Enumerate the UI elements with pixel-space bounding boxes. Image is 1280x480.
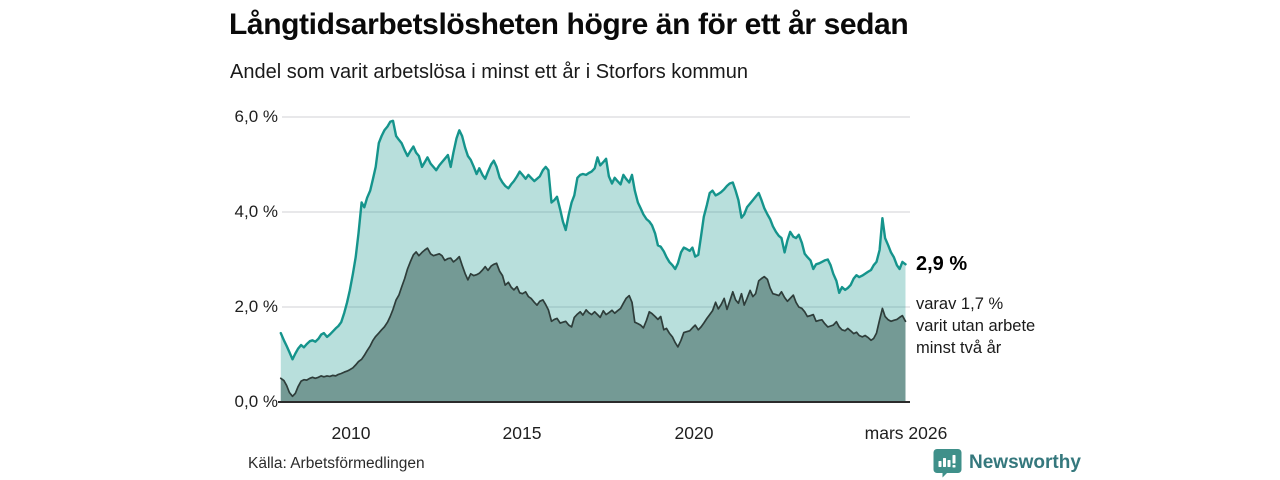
x-tick-2015: 2015 [502,423,542,443]
source-label: Källa: Arbetsförmedlingen [248,455,425,472]
bar-chart-speech-bubble-icon [933,449,962,478]
brand-name: Newsworthy [969,452,1081,473]
y-tick-0: 0,0 % [234,392,278,411]
newsworthy-branding: Newsworthy [933,448,1081,478]
y-tick-2: 2,0 % [234,297,278,316]
latest-value-label: 2,9 % [916,253,968,275]
x-tick-mars-2026: mars 2026 [864,423,948,443]
y-tick-6: 6,0 % [234,107,278,126]
y-tick-4: 4,0 % [234,202,278,221]
page-subtitle: Andel som varit arbetslösa i minst ett å… [230,61,748,83]
annotation-line-1: varav 1,7 % [916,295,1004,313]
x-tick-2020: 2020 [674,423,714,443]
two-year-annotation: varav 1,7 % varit utan arbete minst två … [916,293,1076,359]
x-tick-2010: 2010 [331,423,371,443]
page-title: Långtidsarbetslösheten högre än för ett … [229,8,909,41]
annotation-line-3: minst två år [916,339,1002,357]
annotation-line-2: varit utan arbete [916,317,1036,335]
